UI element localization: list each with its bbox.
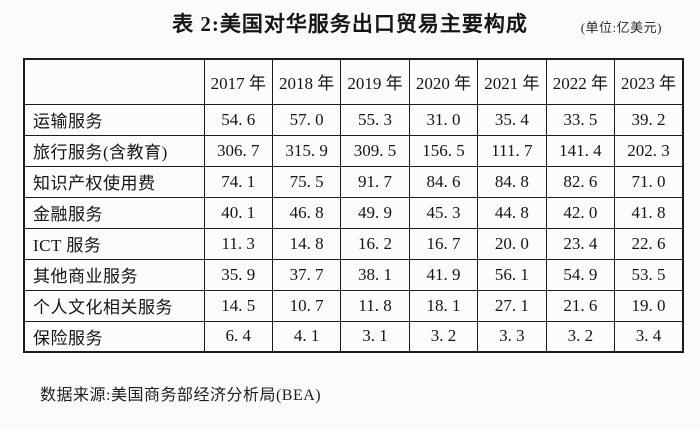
row-label-cell: 金融服务 <box>23 196 205 229</box>
value-cell: 141. 4 <box>545 134 616 167</box>
year-header-cell: 2023 年 <box>614 58 684 105</box>
value-cell: 35. 9 <box>203 258 273 291</box>
year-header-cell: 2020 年 <box>408 58 479 105</box>
value-cell: 156. 5 <box>408 134 479 167</box>
value-cell: 14. 5 <box>203 289 273 322</box>
value-cell: 42. 0 <box>545 196 616 229</box>
value-cell: 74. 1 <box>203 165 273 198</box>
value-cell: 41. 9 <box>408 258 479 291</box>
value-cell: 39. 2 <box>614 103 684 136</box>
value-cell: 11. 8 <box>340 289 410 322</box>
value-cell: 71. 0 <box>614 165 684 198</box>
table-title: 表 2:美国对华服务出口贸易主要构成 <box>172 12 528 36</box>
table-row: ICT 服务 11. 3 14. 8 16. 2 16. 7 20. 0 23. 4 22. … <box>23 227 684 260</box>
value-cell: 75. 5 <box>271 165 342 198</box>
year-header-cell: 2021 年 <box>477 58 547 105</box>
row-label-cell: 知识产权使用费 <box>23 165 205 198</box>
value-cell: 40. 1 <box>203 196 273 229</box>
value-cell: 6. 4 <box>203 320 273 353</box>
value-cell: 91. 7 <box>340 165 410 198</box>
value-cell: 22. 6 <box>614 227 684 260</box>
table-row: 保险服务 6. 4 4. 1 3. 1 3. 2 3. 3 3. 2 3. 4 <box>23 320 684 353</box>
value-cell: 20. 0 <box>477 227 547 260</box>
value-cell: 55. 3 <box>340 103 410 136</box>
year-header-cell: 2019 年 <box>340 58 410 105</box>
value-cell: 84. 8 <box>477 165 547 198</box>
value-cell: 21. 6 <box>545 289 616 322</box>
value-cell: 16. 7 <box>408 227 479 260</box>
value-cell: 309. 5 <box>340 134 410 167</box>
header-row: 2017 年 2018 年 2019 年 2020 年 2021 年 2022 年 2023… <box>23 58 684 105</box>
value-cell: 3. 2 <box>545 320 616 353</box>
value-cell: 111. 7 <box>477 134 547 167</box>
value-cell: 49. 9 <box>340 196 410 229</box>
year-header-cell: 2018 年 <box>271 58 342 105</box>
row-label-cell: 保险服务 <box>23 320 205 353</box>
value-cell: 41. 8 <box>614 196 684 229</box>
value-cell: 54. 9 <box>545 258 616 291</box>
title-row: 表 2:美国对华服务出口贸易主要构成 (单位:亿美元) <box>0 10 700 40</box>
value-cell: 202. 3 <box>614 134 684 167</box>
value-cell: 10. 7 <box>271 289 342 322</box>
value-cell: 3. 1 <box>340 320 410 353</box>
value-cell: 306. 7 <box>203 134 273 167</box>
value-cell: 53. 5 <box>614 258 684 291</box>
value-cell: 4. 1 <box>271 320 342 353</box>
value-cell: 54. 6 <box>203 103 273 136</box>
value-cell: 3. 3 <box>477 320 547 353</box>
year-header-cell: 2022 年 <box>545 58 616 105</box>
value-cell: 45. 3 <box>408 196 479 229</box>
row-label-cell: 旅行服务(含教育) <box>23 134 205 167</box>
value-cell: 31. 0 <box>408 103 479 136</box>
value-cell: 3. 2 <box>408 320 479 353</box>
value-cell: 18. 1 <box>408 289 479 322</box>
value-cell: 57. 0 <box>271 103 342 136</box>
value-cell: 3. 4 <box>614 320 684 353</box>
value-cell: 56. 1 <box>477 258 547 291</box>
value-cell: 82. 6 <box>545 165 616 198</box>
corner-cell <box>23 58 205 105</box>
value-cell: 16. 2 <box>340 227 410 260</box>
value-cell: 33. 5 <box>545 103 616 136</box>
value-cell: 46. 8 <box>271 196 342 229</box>
value-cell: 315. 9 <box>271 134 342 167</box>
unit-label: (单位:亿美元) <box>580 20 662 35</box>
year-header-cell: 2017 年 <box>203 58 273 105</box>
table-row: 运输服务 54. 6 57. 0 55. 3 31. 0 35. 4 33. 5 39. 2 <box>23 103 684 136</box>
value-cell: 84. 6 <box>408 165 479 198</box>
source-note: 数据来源:美国商务部经济分析局(BEA) <box>40 387 322 404</box>
table-header: 2017 年 2018 年 2019 年 2020 年 2021 年 2022 年 2023… <box>23 58 684 105</box>
value-cell: 38. 1 <box>340 258 410 291</box>
table-row: 知识产权使用费 74. 1 75. 5 91. 7 84. 6 84. 8 82. 6 71.… <box>23 165 684 198</box>
value-cell: 35. 4 <box>477 103 547 136</box>
value-cell: 19. 0 <box>614 289 684 322</box>
table-row: 金融服务 40. 1 46. 8 49. 9 45. 3 44. 8 42. 0 41. 8 <box>23 196 684 229</box>
value-cell: 44. 8 <box>477 196 547 229</box>
value-cell: 11. 3 <box>203 227 273 260</box>
row-label-cell: 运输服务 <box>23 103 205 136</box>
value-cell: 14. 8 <box>271 227 342 260</box>
row-label-cell: 其他商业服务 <box>23 258 205 291</box>
data-table: 2017 年 2018 年 2019 年 2020 年 2021 年 2022 年 2023… <box>23 58 684 353</box>
value-cell: 23. 4 <box>545 227 616 260</box>
row-label-cell: ICT 服务 <box>23 227 205 260</box>
table-row: 个人文化相关服务 14. 5 10. 7 11. 8 18. 1 27. 1 21. 6 19… <box>23 289 684 322</box>
value-cell: 37. 7 <box>271 258 342 291</box>
value-cell: 27. 1 <box>477 289 547 322</box>
row-label-cell: 个人文化相关服务 <box>23 289 205 322</box>
table-row: 其他商业服务 35. 9 37. 7 38. 1 41. 9 56. 1 54. 9 53. … <box>23 258 684 291</box>
